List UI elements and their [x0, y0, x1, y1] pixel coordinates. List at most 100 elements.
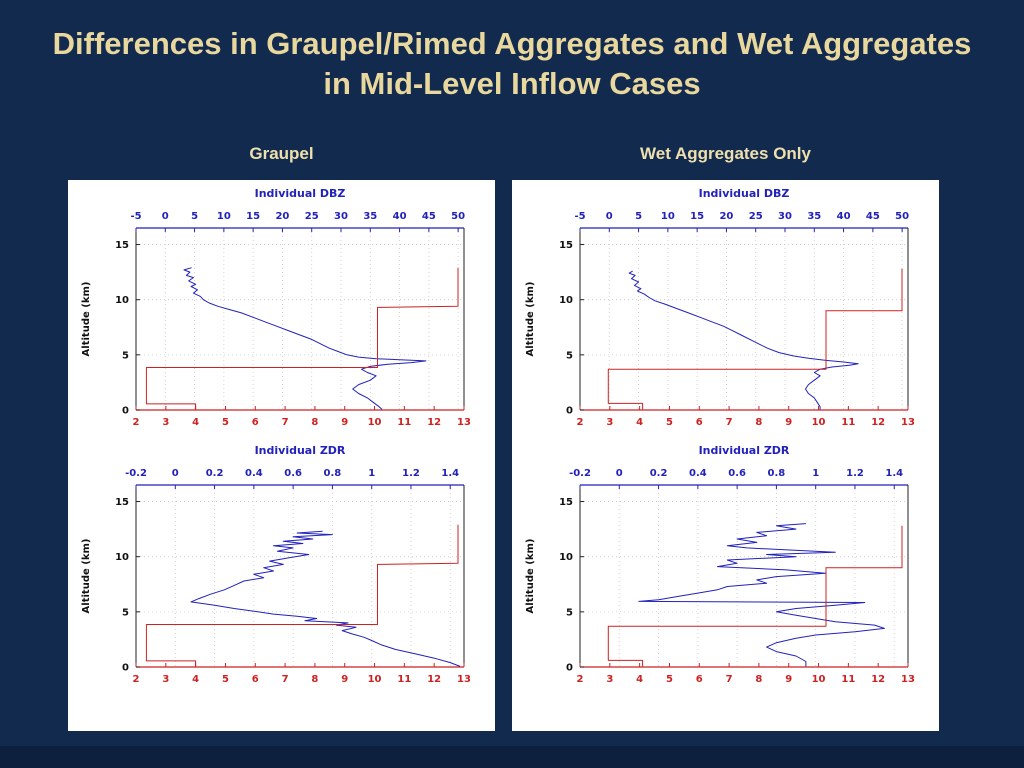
- svg-text:-0.2: -0.2: [569, 468, 591, 479]
- svg-text:6: 6: [251, 674, 258, 685]
- svg-text:0.4: 0.4: [244, 468, 262, 479]
- svg-text:8: 8: [311, 674, 318, 685]
- svg-text:8: 8: [311, 417, 318, 428]
- svg-text:12: 12: [427, 674, 441, 685]
- svg-text:10: 10: [367, 417, 381, 428]
- svg-text:10: 10: [367, 674, 381, 685]
- svg-text:10: 10: [216, 211, 230, 222]
- svg-text:0.4: 0.4: [688, 468, 706, 479]
- svg-text:5: 5: [566, 607, 573, 618]
- svg-text:10: 10: [811, 674, 825, 685]
- svg-text:0.8: 0.8: [767, 468, 785, 479]
- svg-text:45: 45: [865, 211, 879, 222]
- svg-text:0: 0: [122, 406, 129, 417]
- svg-text:12: 12: [871, 674, 885, 685]
- svg-text:8: 8: [755, 674, 762, 685]
- svg-text:2: 2: [576, 674, 583, 685]
- svg-text:2: 2: [576, 417, 583, 428]
- svg-text:10: 10: [811, 417, 825, 428]
- svg-text:1.2: 1.2: [846, 468, 864, 479]
- svg-text:3: 3: [162, 674, 169, 685]
- zdr-profile-line: [190, 530, 460, 667]
- svg-text:1.2: 1.2: [402, 468, 420, 479]
- svg-text:5: 5: [665, 674, 672, 685]
- wet-aggregates-dbz-chart: -5 0 5 10 15 20 25 30 35 40 45 50 2 3 4 5 6 7 8 9 10 11 12 13 0 5…: [520, 182, 932, 434]
- svg-text:5: 5: [665, 417, 672, 428]
- chart-individual-dbz: -5 0 5 10 15 20 25 30 35 40 45 502 3 4 5 6 7 8 9 10 11 12 1305…: [525, 187, 915, 428]
- chart-title: Individual ZDR: [254, 444, 345, 457]
- dbz-profile-line: [183, 267, 426, 410]
- svg-text:5: 5: [122, 607, 129, 618]
- svg-text:7: 7: [281, 674, 288, 685]
- svg-text:12: 12: [871, 417, 885, 428]
- svg-text:15: 15: [115, 497, 129, 508]
- svg-text:2: 2: [132, 417, 139, 428]
- chart-title: Individual ZDR: [698, 444, 789, 457]
- hydrometeor-profile-line: [607, 525, 902, 667]
- svg-text:-5: -5: [574, 211, 585, 222]
- svg-text:10: 10: [559, 552, 573, 563]
- chart-individual-zdr: -0.2 0 0.2 0.4 0.6 0.8 1 1.2 1.4 2 3 4 5 6 7 8 9 10 11 12 13…: [525, 444, 915, 685]
- svg-text:50: 50: [451, 211, 465, 222]
- svg-text:0.2: 0.2: [205, 468, 223, 479]
- svg-text:45: 45: [421, 211, 435, 222]
- svg-text:15: 15: [115, 240, 129, 251]
- svg-text:4: 4: [636, 674, 643, 685]
- svg-text:25: 25: [304, 211, 318, 222]
- hydrometeor-profile-line: [145, 524, 458, 667]
- hydrometeor-profile-line: [145, 267, 458, 410]
- y-axis-label: Altitude (km): [81, 282, 92, 357]
- graupel-panel: -5 0 5 10 15 20 25 30 35 40 45 50 2 3 4 5 6 7 8 9 10 11 12 13 0 5…: [68, 180, 495, 731]
- zdr-profile-line: [637, 523, 885, 667]
- svg-text:5: 5: [221, 674, 228, 685]
- chart-individual-zdr: -0.2 0 0.2 0.4 0.6 0.8 1 1.2 1.4 2 3 4 5 6 7 8 9 10 11 12 13…: [81, 444, 471, 685]
- svg-text:0: 0: [566, 406, 573, 417]
- svg-text:1.4: 1.4: [885, 468, 903, 479]
- svg-text:3: 3: [606, 674, 613, 685]
- svg-text:15: 15: [559, 497, 573, 508]
- svg-text:5: 5: [191, 211, 198, 222]
- svg-text:-0.2: -0.2: [125, 468, 147, 479]
- svg-text:4: 4: [192, 417, 199, 428]
- svg-text:12: 12: [427, 417, 441, 428]
- svg-text:6: 6: [251, 417, 258, 428]
- svg-text:10: 10: [115, 295, 129, 306]
- svg-text:0: 0: [615, 468, 622, 479]
- svg-text:0: 0: [171, 468, 178, 479]
- svg-text:40: 40: [836, 211, 850, 222]
- svg-text:-5: -5: [130, 211, 141, 222]
- svg-text:20: 20: [719, 211, 733, 222]
- svg-text:15: 15: [559, 240, 573, 251]
- svg-text:7: 7: [281, 417, 288, 428]
- svg-text:5: 5: [122, 350, 129, 361]
- svg-text:3: 3: [606, 417, 613, 428]
- dbz-profile-line: [628, 270, 859, 410]
- svg-text:0.2: 0.2: [649, 468, 667, 479]
- svg-text:4: 4: [636, 417, 643, 428]
- wet-aggregates-zdr-chart: -0.2 0 0.2 0.4 0.6 0.8 1 1.2 1.4 2 3 4 5 6 7 8 9 10 11 12 13…: [520, 439, 932, 691]
- svg-text:30: 30: [334, 211, 348, 222]
- svg-text:1: 1: [812, 468, 819, 479]
- svg-text:15: 15: [246, 211, 260, 222]
- slide-footer-bar: [0, 746, 1024, 768]
- svg-text:6: 6: [695, 417, 702, 428]
- svg-text:5: 5: [221, 417, 228, 428]
- svg-text:35: 35: [807, 211, 821, 222]
- svg-text:11: 11: [841, 417, 855, 428]
- svg-text:0.6: 0.6: [284, 468, 302, 479]
- svg-text:13: 13: [901, 417, 915, 428]
- svg-text:5: 5: [566, 350, 573, 361]
- svg-text:6: 6: [695, 674, 702, 685]
- svg-text:5: 5: [635, 211, 642, 222]
- page-title: Differences in Graupel/Rimed Aggregates …: [52, 26, 972, 102]
- svg-text:9: 9: [341, 417, 348, 428]
- svg-text:25: 25: [748, 211, 762, 222]
- svg-text:35: 35: [363, 211, 377, 222]
- svg-text:0.6: 0.6: [728, 468, 746, 479]
- graupel-zdr-chart: -0.2 0 0.2 0.4 0.6 0.8 1 1.2 1.4 2 3 4 5 6 7 8 9 10 11 12 13…: [76, 439, 488, 691]
- svg-text:15: 15: [690, 211, 704, 222]
- svg-text:40: 40: [392, 211, 406, 222]
- svg-text:11: 11: [841, 674, 855, 685]
- svg-text:8: 8: [755, 417, 762, 428]
